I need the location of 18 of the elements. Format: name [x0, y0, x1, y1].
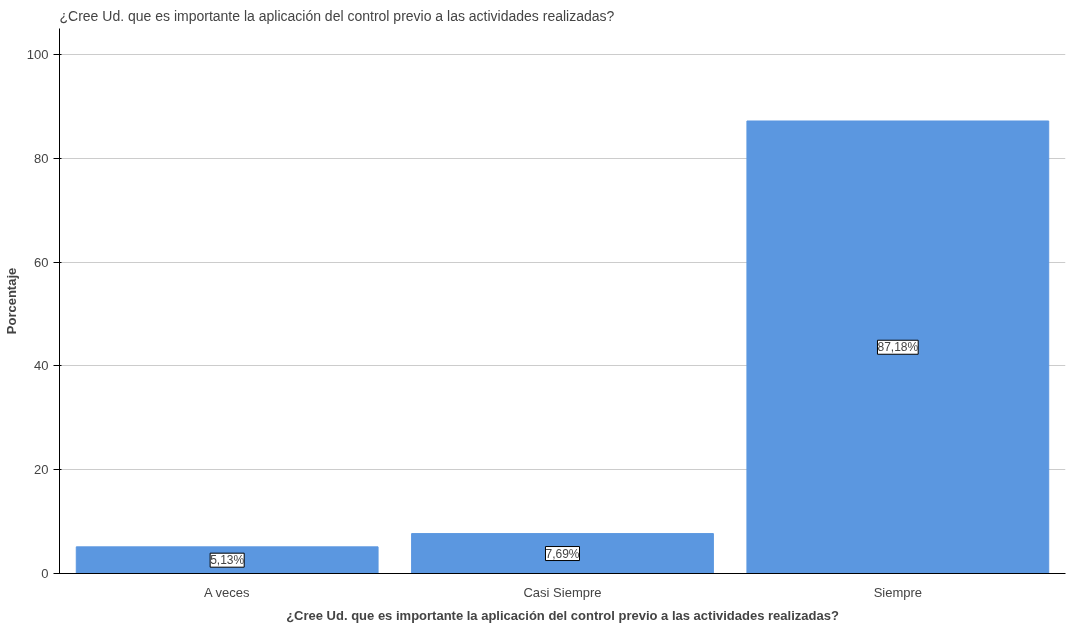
- bar: [411, 533, 714, 574]
- x-tick-label: Siempre: [873, 584, 923, 600]
- x-axis-title: ¿Cree Ud. que es importante la aplicación del control previo a las actividades realizadas?: [286, 607, 839, 623]
- data-label: 5,13%: [210, 553, 245, 568]
- chart-title: ¿Cree Ud. que es importante la aplicación del control previo a las actividades realizadas?: [59, 7, 615, 24]
- y-tick-label: 80: [34, 150, 49, 166]
- bar: [746, 120, 1050, 574]
- y-tick-label: 100: [26, 46, 49, 62]
- data-label: 87,18%: [877, 340, 919, 355]
- data-label: 7,69%: [545, 546, 580, 561]
- x-tick-label: A veces: [204, 584, 251, 600]
- y-tick-label: 20: [34, 462, 49, 478]
- bar: [75, 546, 379, 574]
- y-tick-label: 40: [34, 358, 49, 374]
- y-tick-label: 60: [34, 254, 49, 270]
- x-tick-label: Casi Siempre: [523, 584, 602, 600]
- y-tick-label: 0: [41, 566, 49, 581]
- y-axis-title: Porcentaje: [3, 267, 19, 335]
